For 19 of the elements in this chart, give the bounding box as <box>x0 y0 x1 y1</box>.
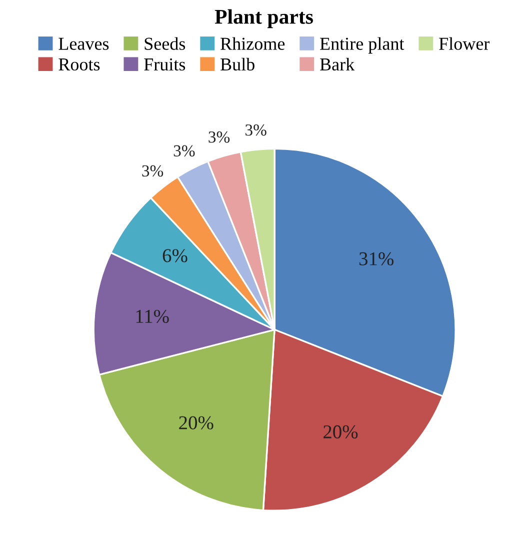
data-label: 11% <box>136 310 169 324</box>
data-label: 3% <box>246 124 266 136</box>
data-label: 3% <box>208 131 230 143</box>
legend-label: Seeds <box>144 37 186 50</box>
legend-label: Bark <box>320 58 355 71</box>
data-label: 20% <box>324 425 358 438</box>
chart-title: Plant parts <box>214 9 313 28</box>
data-label: 31% <box>359 252 394 266</box>
legend-label: Bulb <box>220 58 254 71</box>
data-label: 3% <box>142 165 164 177</box>
data-label: 3% <box>174 145 195 157</box>
legend-label: Leaves <box>58 38 109 50</box>
legend-label: Entire plant <box>320 37 404 54</box>
legend-label: Rhizome <box>220 37 285 50</box>
legend-label: Flower <box>439 37 490 50</box>
data-label: 20% <box>179 416 214 430</box>
data-label: 6% <box>162 249 188 262</box>
legend-label: Roots <box>58 58 100 71</box>
legend-label: Fruits <box>144 58 186 71</box>
